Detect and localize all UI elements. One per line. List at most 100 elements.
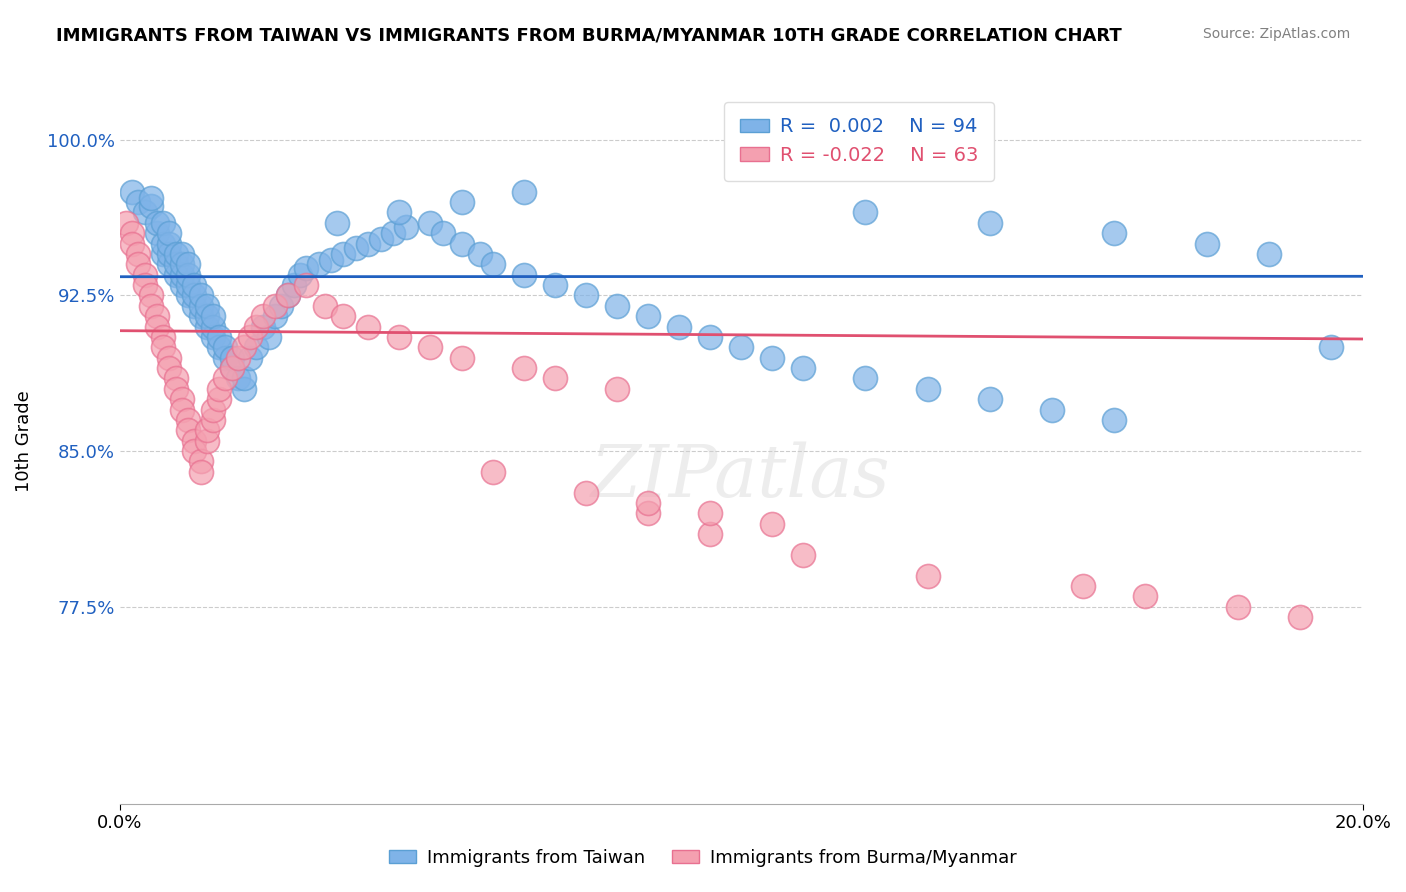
Point	[295, 261, 318, 276]
Point	[470, 247, 492, 261]
Point	[1071, 579, 1094, 593]
Point	[208, 392, 231, 407]
Point	[195, 309, 218, 323]
Point	[134, 205, 156, 219]
Point	[170, 257, 193, 271]
Point	[208, 382, 231, 396]
Point	[146, 216, 169, 230]
Point	[177, 413, 200, 427]
Point	[512, 268, 534, 282]
Point	[214, 371, 236, 385]
Point	[170, 268, 193, 282]
Point	[139, 299, 162, 313]
Point	[190, 288, 212, 302]
Point	[201, 330, 224, 344]
Point	[512, 185, 534, 199]
Point	[152, 216, 174, 230]
Point	[481, 257, 503, 271]
Point	[183, 278, 205, 293]
Point	[264, 309, 287, 323]
Point	[214, 340, 236, 354]
Point	[450, 236, 472, 251]
Point	[606, 299, 628, 313]
Point	[979, 392, 1001, 407]
Point	[388, 205, 411, 219]
Point	[855, 205, 877, 219]
Point	[152, 247, 174, 261]
Point	[277, 288, 299, 302]
Point	[233, 382, 256, 396]
Point	[1258, 247, 1281, 261]
Legend: R =  0.002    N = 94, R = -0.022    N = 63: R = 0.002 N = 94, R = -0.022 N = 63	[724, 102, 994, 180]
Point	[512, 361, 534, 376]
Point	[190, 299, 212, 313]
Point	[761, 516, 783, 531]
Point	[792, 361, 814, 376]
Point	[152, 340, 174, 354]
Point	[575, 485, 598, 500]
Point	[152, 330, 174, 344]
Point	[201, 309, 224, 323]
Point	[121, 226, 143, 240]
Point	[221, 351, 243, 365]
Point	[195, 423, 218, 437]
Point	[277, 288, 299, 302]
Point	[319, 253, 342, 268]
Point	[761, 351, 783, 365]
Point	[115, 216, 138, 230]
Point	[165, 257, 187, 271]
Point	[1040, 402, 1063, 417]
Point	[270, 299, 292, 313]
Point	[544, 371, 567, 385]
Point	[177, 268, 200, 282]
Point	[201, 402, 224, 417]
Point	[239, 351, 262, 365]
Point	[382, 226, 405, 240]
Point	[308, 257, 330, 271]
Point	[170, 402, 193, 417]
Point	[979, 216, 1001, 230]
Point	[730, 340, 752, 354]
Point	[699, 330, 721, 344]
Point	[917, 382, 939, 396]
Point	[394, 219, 416, 234]
Point	[201, 319, 224, 334]
Point	[221, 361, 243, 376]
Point	[146, 309, 169, 323]
Point	[170, 247, 193, 261]
Point	[264, 299, 287, 313]
Point	[288, 268, 311, 282]
Point	[699, 507, 721, 521]
Point	[183, 434, 205, 448]
Point	[177, 278, 200, 293]
Point	[170, 278, 193, 293]
Point	[252, 309, 274, 323]
Point	[183, 444, 205, 458]
Point	[1289, 610, 1312, 624]
Point	[332, 247, 354, 261]
Point	[226, 351, 249, 365]
Point	[450, 194, 472, 209]
Point	[121, 185, 143, 199]
Y-axis label: 10th Grade: 10th Grade	[15, 390, 32, 491]
Point	[177, 257, 200, 271]
Point	[165, 268, 187, 282]
Text: IMMIGRANTS FROM TAIWAN VS IMMIGRANTS FROM BURMA/MYANMAR 10TH GRADE CORRELATION C: IMMIGRANTS FROM TAIWAN VS IMMIGRANTS FRO…	[56, 27, 1122, 45]
Point	[208, 340, 231, 354]
Point	[257, 330, 280, 344]
Point	[165, 382, 187, 396]
Point	[419, 216, 441, 230]
Point	[139, 199, 162, 213]
Point	[146, 319, 169, 334]
Text: ZIPatlas: ZIPatlas	[592, 442, 891, 512]
Point	[208, 330, 231, 344]
Point	[1197, 236, 1219, 251]
Point	[357, 319, 380, 334]
Point	[159, 226, 181, 240]
Point	[637, 507, 659, 521]
Point	[127, 257, 149, 271]
Point	[1227, 599, 1250, 614]
Point	[245, 340, 267, 354]
Point	[159, 257, 181, 271]
Point	[450, 351, 472, 365]
